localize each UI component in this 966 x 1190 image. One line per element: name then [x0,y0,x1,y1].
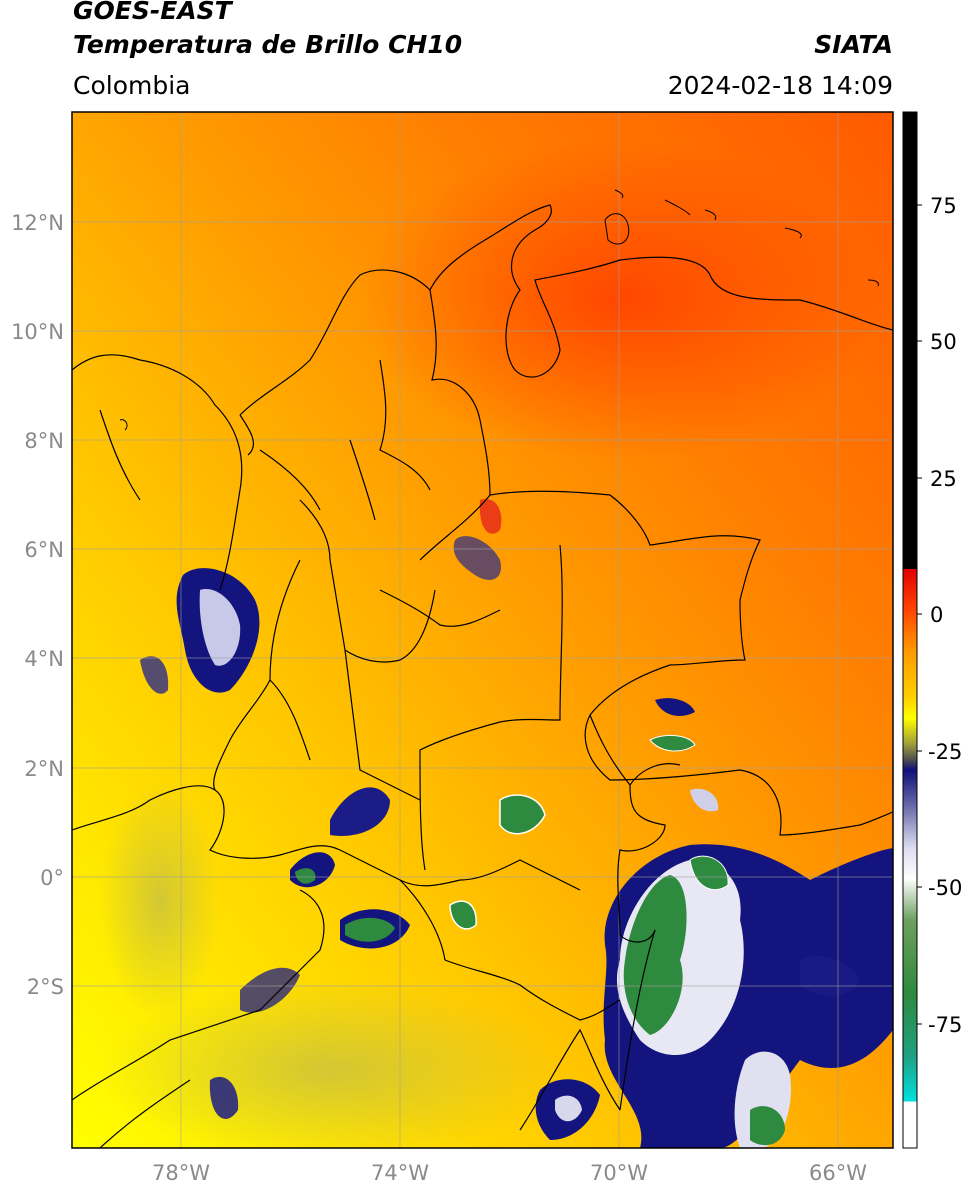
product-title: Temperatura de Brillo CH10 [73,30,463,59]
colorbar-scale [902,111,918,1149]
colorbar-tick: 75 [930,194,957,218]
boundaries [72,204,893,1148]
colorbar-tick: -25 [928,740,962,764]
region-label: Colombia [73,71,191,100]
lat-label: 0° [40,866,64,890]
lat-label: 8°N [24,429,64,453]
latitude-labels: 12°N 10°N 8°N 6°N 4°N 2°N 0° 2°S [11,211,64,999]
colorbar-tick: -50 [928,876,962,900]
lat-label: 12°N [11,211,64,235]
warm-region [360,140,880,460]
islands [119,189,879,431]
lon-label: 70°W [590,1161,648,1185]
colorbar-tick: 50 [930,330,957,354]
colorbar-tick: 0 [930,603,943,627]
datetime-label: 2024-02-18 14:09 [667,71,893,100]
lat-label: 6°N [24,538,64,562]
map-frame [71,111,894,1149]
colorbar: 75 50 25 0 -25 -50 -75 [902,111,962,1149]
longitude-labels: 78°W 74°W 70°W 66°W [152,1161,867,1185]
lon-label: 74°W [371,1161,429,1185]
agency-label: SIATA [814,30,893,59]
lon-label: 78°W [152,1161,210,1185]
colorbar-tick: -75 [928,1013,962,1037]
lat-label: 2°S [27,975,64,999]
lat-label: 2°N [24,757,64,781]
cloud-clusters [140,499,893,1148]
lat-label: 10°N [11,320,64,344]
satellite-title: GOES-EAST [73,0,232,25]
lat-label: 4°N [24,647,64,671]
cool-haze-region-west [100,780,220,1020]
lon-label: 66°W [809,1161,867,1185]
colorbar-tick: 25 [930,467,957,491]
